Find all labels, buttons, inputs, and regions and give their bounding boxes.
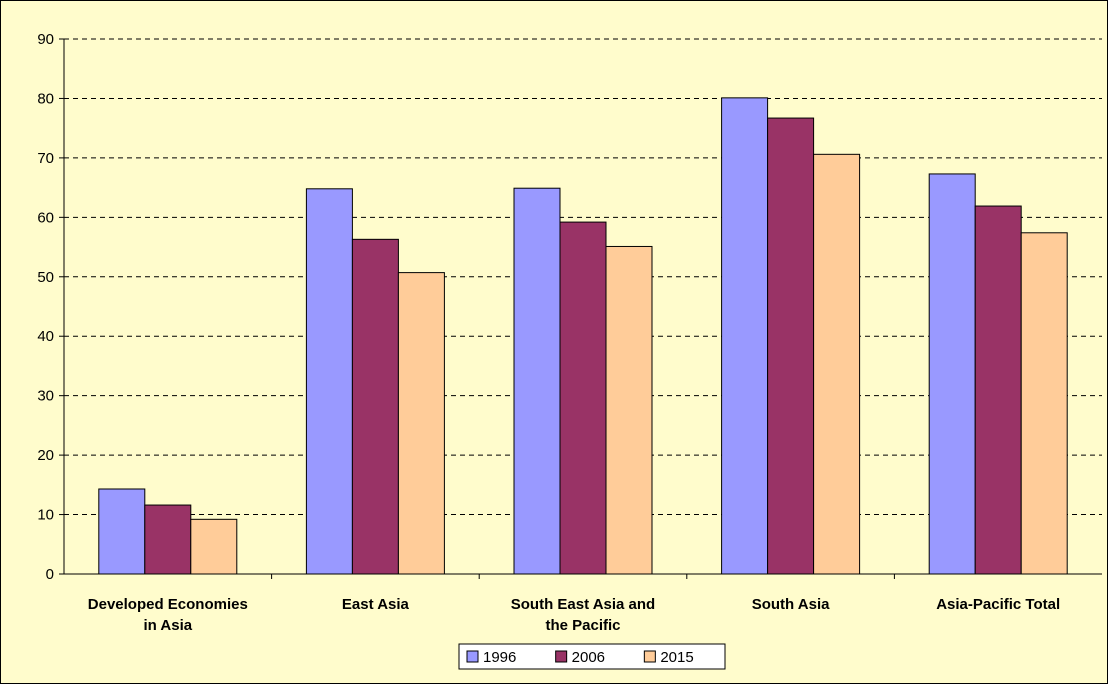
legend-swatch-2006 [555,650,568,663]
bar-2006 [351,238,399,575]
legend-swatch-1996 [466,650,479,663]
bar-1996 [513,187,561,575]
bar-2015 [605,245,653,575]
x-category-label: South East Asia and [511,596,655,613]
bar-1996 [721,97,769,575]
bar-2015 [1020,232,1068,575]
bars [98,97,1068,575]
bar-2006 [559,221,607,575]
bar-1996 [98,488,146,575]
y-tick-label: 70 [37,150,54,167]
bar-2015 [190,518,238,575]
bar-1996 [305,188,353,575]
legend-label-2006: 2006 [572,649,605,666]
y-tick-label: 60 [37,209,54,226]
y-tick-label: 0 [46,566,54,583]
bar-2015 [813,153,861,575]
y-tick-label: 30 [37,388,54,405]
x-category-label: East Asia [342,596,410,613]
axes [59,38,1102,579]
labels: 0 10 20 30 40 50 60 70 80 90 Developed Economies in… [37,31,1060,634]
x-category-label: the Pacific [545,617,620,634]
bar-2015 [397,272,445,575]
legend-label-1996: 1996 [483,649,516,666]
legend-swatch-2015 [643,650,656,663]
bar-2006 [144,504,192,575]
x-category-label: in Asia [143,617,192,634]
legend-box [458,643,726,670]
legend: 1996 2006 2015 [458,643,726,670]
legend-label-2015: 2015 [660,649,693,666]
bar-2006 [767,117,815,575]
y-tick-label: 20 [37,447,54,464]
bar-2006 [974,205,1022,575]
y-tick-label: 80 [37,90,54,107]
y-tick-label: 50 [37,269,54,286]
x-category-label: South Asia [752,596,830,613]
y-tick-label: 10 [37,507,54,524]
y-tick-label: 40 [37,328,54,345]
y-tick-label: 90 [37,31,54,48]
x-category-label: Asia-Pacific Total [936,596,1060,613]
x-category-label: Developed Economies [88,596,248,613]
bar-1996 [928,173,976,575]
